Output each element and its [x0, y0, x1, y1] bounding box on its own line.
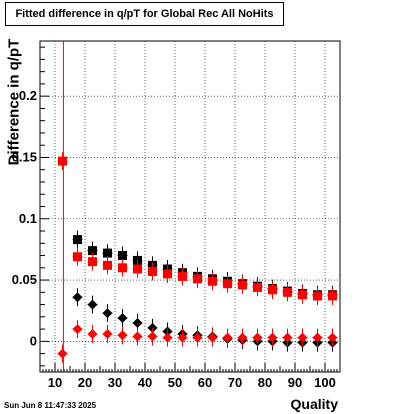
data-point-square: [88, 257, 97, 267]
data-point-diamond: [237, 332, 248, 343]
x-tick-label: 90: [288, 375, 302, 390]
data-point-square: [313, 291, 322, 301]
data-point-diamond: [147, 331, 158, 342]
y-tick-label: 0.2: [19, 88, 37, 103]
data-point-diamond: [282, 332, 293, 343]
y-tick-label: 0.15: [12, 149, 37, 164]
data-point-diamond: [222, 332, 233, 343]
data-point-diamond: [327, 332, 338, 343]
data-point-diamond: [102, 308, 113, 319]
data-point-square: [88, 246, 97, 256]
data-point-square: [193, 274, 202, 284]
data-point-square: [328, 291, 337, 301]
data-point-diamond: [132, 331, 143, 342]
data-point-square: [238, 280, 247, 290]
data-point-diamond: [207, 332, 218, 343]
y-tick-label: 0.1: [19, 211, 37, 226]
data-point-square: [118, 263, 127, 273]
data-point-diamond: [132, 317, 143, 328]
x-tick-label: 40: [138, 375, 152, 390]
timestamp: Sun Jun 8 11:47:33 2025: [4, 401, 97, 410]
x-tick-label: 80: [258, 375, 272, 390]
x-tick-label: 20: [78, 375, 92, 390]
data-point-square: [298, 290, 307, 300]
data-point-square: [163, 269, 172, 279]
data-point-square: [208, 276, 217, 286]
y-axis-label: Difference in q/pT: [5, 38, 23, 166]
data-point-square: [103, 260, 112, 270]
chart-title: Fitted difference in q/pT for Global Rec…: [15, 8, 274, 20]
y-axis-label-box: Difference in q/pT: [1, 38, 27, 166]
y-tick-label: 0: [30, 333, 37, 348]
x-tick-label: 100: [314, 375, 336, 390]
data-point-square: [283, 287, 292, 297]
x-tick-label: 70: [228, 375, 242, 390]
data-point-square: [253, 282, 262, 292]
data-point-square: [268, 285, 277, 295]
data-point-diamond: [312, 332, 323, 343]
x-tick-label: 50: [168, 375, 182, 390]
data-point-diamond: [87, 299, 98, 310]
data-point-square: [118, 251, 127, 261]
data-point-square: [133, 264, 142, 274]
data-point-diamond: [117, 330, 128, 341]
data-point-square: [178, 271, 187, 281]
x-axis-label: Quality: [290, 396, 338, 412]
data-point-diamond: [102, 328, 113, 339]
data-point-square: [73, 235, 82, 245]
y-tick-label: 0.05: [12, 272, 37, 287]
x-tick-label: 30: [108, 375, 122, 390]
data-point-diamond: [252, 332, 263, 343]
data-point-diamond: [177, 332, 188, 343]
data-point-diamond: [267, 332, 278, 343]
data-point-square: [148, 266, 157, 276]
data-point-diamond: [117, 313, 128, 324]
data-point-diamond: [72, 324, 83, 335]
chart-title-box: Fitted difference in q/pT for Global Rec…: [5, 2, 284, 26]
data-point-diamond: [87, 328, 98, 339]
data-point-square: [73, 252, 82, 262]
data-point-square: [223, 279, 232, 289]
data-point-square: [58, 156, 67, 166]
data-point-diamond: [162, 332, 173, 343]
data-point-diamond: [72, 292, 83, 303]
x-tick-label: 60: [198, 375, 212, 390]
data-point-diamond: [297, 332, 308, 343]
x-tick-label: 10: [48, 375, 62, 390]
data-point-square: [103, 248, 112, 258]
data-point-diamond: [57, 348, 68, 359]
data-point-diamond: [192, 332, 203, 343]
